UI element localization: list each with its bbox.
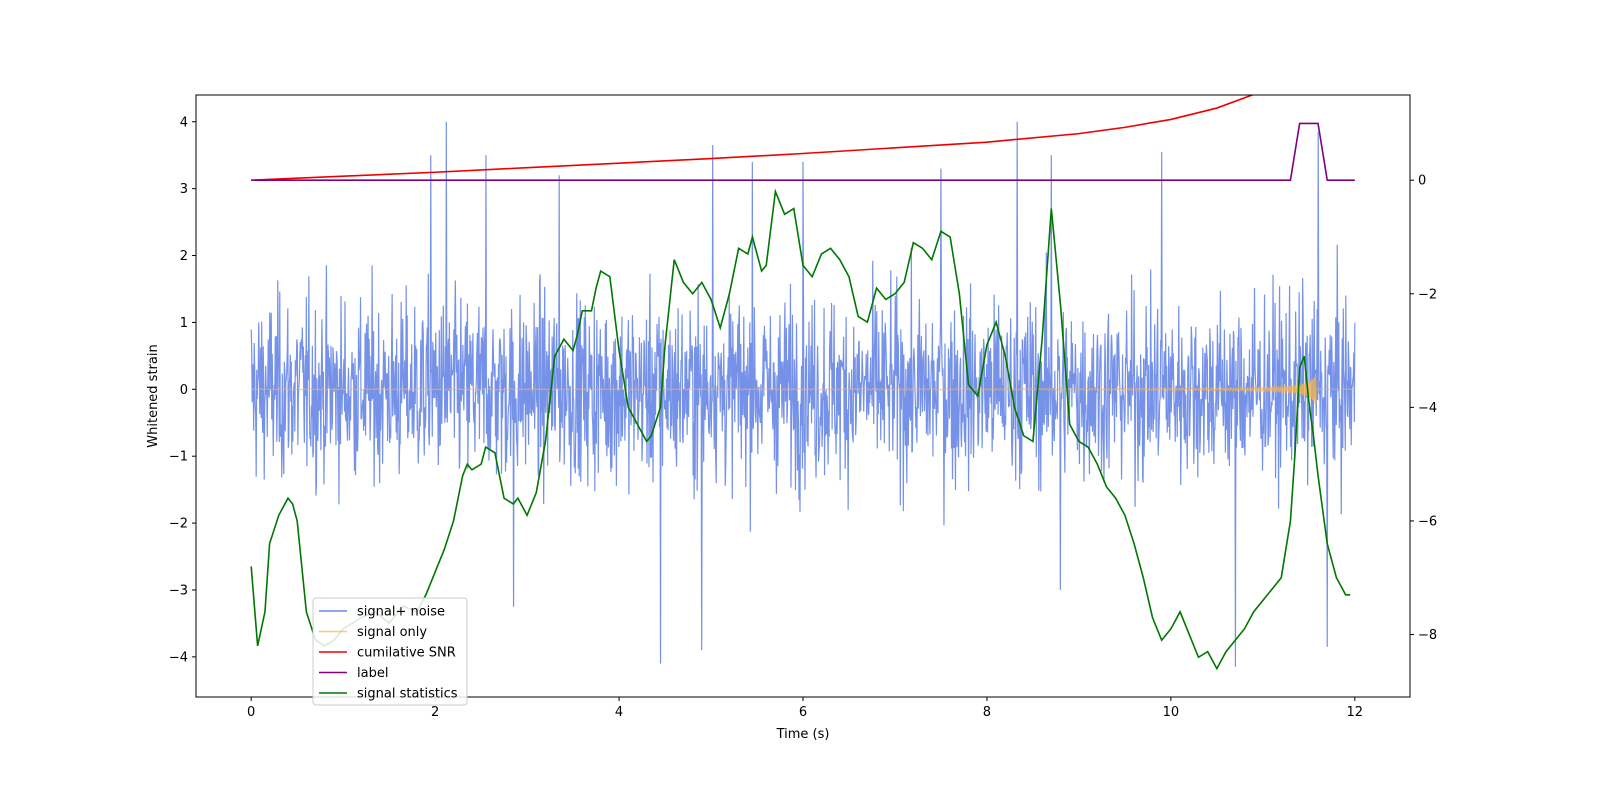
y2-tick-label: −4 [1418, 401, 1437, 416]
y2-tick-label: 0 [1418, 174, 1426, 189]
legend-label: signal statistics [357, 687, 458, 702]
legend-box [312, 597, 468, 706]
x-tick-label: 10 [1163, 705, 1180, 720]
legend-label: signal only [357, 625, 427, 640]
x-tick-label: 6 [799, 705, 807, 720]
series-signal-only-line [251, 373, 1355, 405]
y-tick-label: 0 [180, 383, 188, 398]
legend-label: signal+ noise [357, 605, 445, 620]
series-layer [250, 95, 1356, 671]
x-tick-label: 12 [1347, 705, 1364, 720]
legend-label: cumilative SNR [357, 646, 456, 661]
x-tick-label: 8 [983, 705, 991, 720]
y-tick-label: −2 [169, 517, 188, 532]
series-label-line [251, 122, 1355, 181]
y-tick-label: −1 [169, 450, 188, 465]
x-axis-label: Time (s) [776, 727, 830, 742]
y-tick-label: 4 [180, 115, 188, 130]
x-tick-label: 2 [431, 705, 439, 720]
y-tick-label: −4 [169, 650, 188, 665]
series-signal-statistics-line [250, 188, 1351, 671]
legend-label: label [357, 666, 388, 681]
y-tick-label: 2 [180, 249, 188, 264]
y-axis-label: Whitened strain [146, 344, 161, 447]
y2-tick-label: −8 [1418, 628, 1437, 643]
legend: signal+ noise signal only cumilative SNR la… [312, 597, 468, 706]
y-axis-left: −4 −3 −2 −1 0 1 2 3 4 [169, 115, 196, 665]
y-tick-label: 1 [180, 316, 188, 331]
y-tick-label: 3 [180, 182, 188, 197]
y2-tick-label: −2 [1418, 287, 1437, 302]
series-cumulative-snr-line [251, 95, 1255, 181]
y-tick-label: −3 [169, 583, 188, 598]
y-axis-right: −8 −6 −4 −2 0 [1410, 174, 1437, 643]
series-signal-noise-line [250, 121, 1356, 667]
y2-tick-label: −6 [1418, 514, 1437, 529]
x-tick-label: 4 [615, 705, 623, 720]
x-tick-label: 0 [247, 705, 255, 720]
